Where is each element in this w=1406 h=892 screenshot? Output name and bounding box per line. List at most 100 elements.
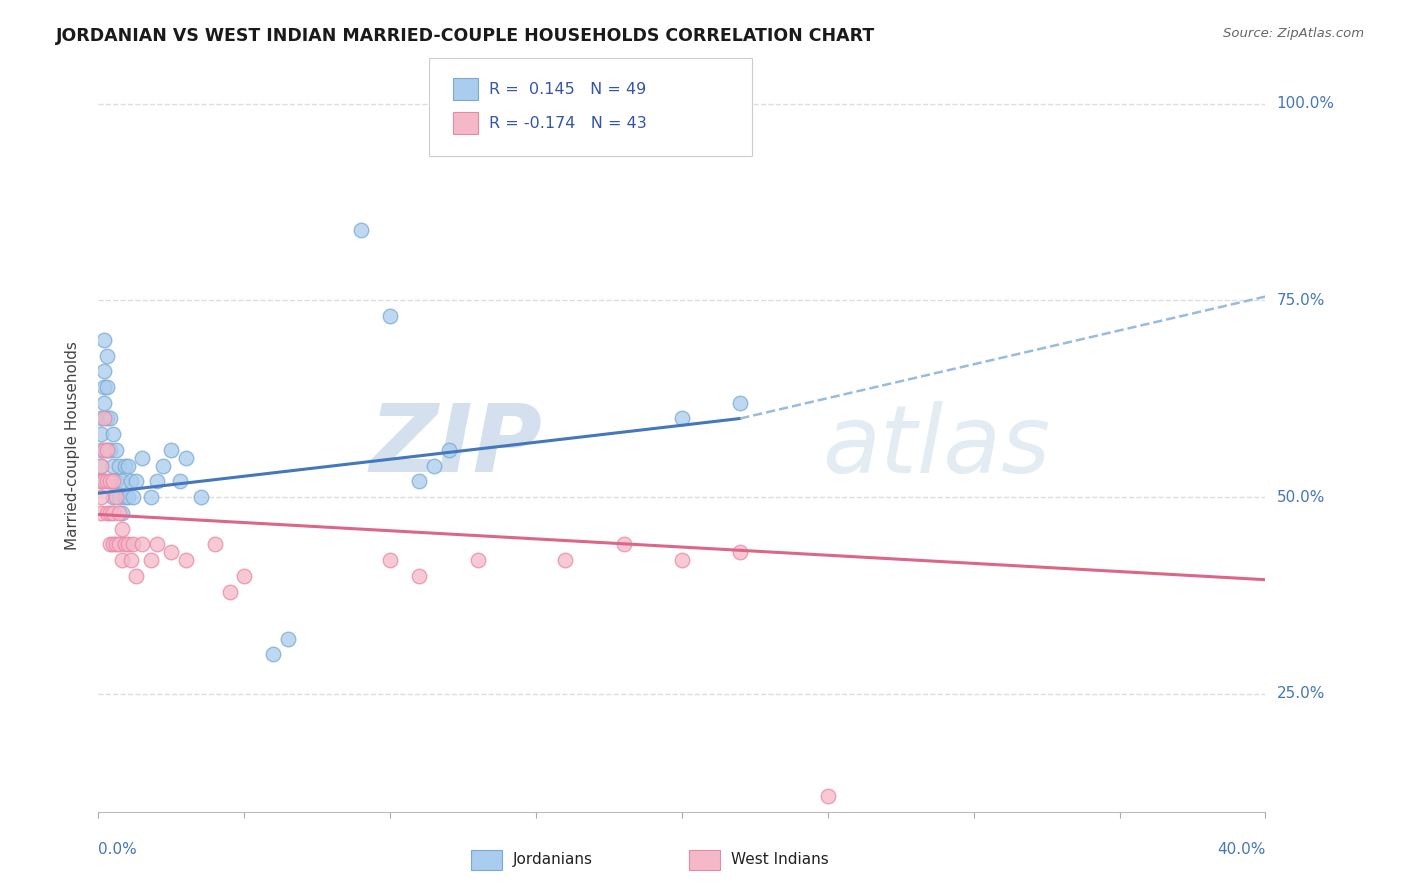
Point <box>93 442 115 457</box>
Point <box>120 475 142 489</box>
Point <box>90 411 112 425</box>
Point <box>98 411 121 425</box>
Point <box>152 458 174 473</box>
Point <box>111 506 134 520</box>
Point <box>90 506 112 520</box>
Point <box>125 568 148 582</box>
Point <box>114 458 136 473</box>
Point <box>169 475 191 489</box>
Point <box>612 537 634 551</box>
Point <box>218 584 240 599</box>
Point <box>104 475 127 489</box>
Point <box>98 442 121 457</box>
Point <box>108 537 131 551</box>
Point <box>146 475 169 489</box>
Point <box>350 223 373 237</box>
Point <box>146 537 169 551</box>
Text: Jordanians: Jordanians <box>513 853 593 867</box>
Point <box>101 506 124 520</box>
Point <box>93 333 115 347</box>
Point <box>408 568 430 582</box>
Point <box>380 310 402 324</box>
Point <box>160 545 183 559</box>
Point <box>190 490 212 504</box>
Point <box>90 458 112 473</box>
Point <box>131 450 153 465</box>
Point <box>101 427 124 442</box>
Point <box>160 442 183 457</box>
Point <box>204 537 226 551</box>
Text: 100.0%: 100.0% <box>1277 96 1334 112</box>
Text: 75.0%: 75.0% <box>1277 293 1324 308</box>
Y-axis label: Married-couple Households: Married-couple Households <box>65 342 80 550</box>
Point <box>93 396 115 410</box>
Point <box>408 475 430 489</box>
Point <box>671 411 693 425</box>
Text: 50.0%: 50.0% <box>1277 490 1324 505</box>
Point <box>174 553 197 567</box>
Point <box>139 490 162 504</box>
Text: 0.0%: 0.0% <box>98 842 138 857</box>
Point <box>111 553 134 567</box>
Point <box>467 553 489 567</box>
Point <box>114 490 136 504</box>
Point <box>111 522 134 536</box>
Text: Source: ZipAtlas.com: Source: ZipAtlas.com <box>1223 27 1364 40</box>
Point <box>104 442 127 457</box>
Point <box>671 553 693 567</box>
Point <box>120 553 142 567</box>
Point <box>730 396 752 410</box>
Point <box>98 475 121 489</box>
Point <box>90 475 112 489</box>
Point <box>96 475 118 489</box>
Point <box>125 475 148 489</box>
Point <box>131 537 153 551</box>
Point <box>96 442 118 457</box>
Point <box>117 537 139 551</box>
Point <box>139 553 162 567</box>
Point <box>90 442 112 457</box>
Point <box>104 490 127 504</box>
Text: JORDANIAN VS WEST INDIAN MARRIED-COUPLE HOUSEHOLDS CORRELATION CHART: JORDANIAN VS WEST INDIAN MARRIED-COUPLE … <box>56 27 876 45</box>
Point <box>117 458 139 473</box>
Point <box>262 648 284 662</box>
Point <box>117 490 139 504</box>
Point <box>90 427 112 442</box>
Point <box>101 475 124 489</box>
Point <box>90 458 112 473</box>
Point <box>101 458 124 473</box>
Point <box>108 490 131 504</box>
Point <box>101 490 124 504</box>
Point <box>122 490 145 504</box>
Point <box>730 545 752 559</box>
Point <box>90 490 112 504</box>
Point <box>104 537 127 551</box>
Text: 40.0%: 40.0% <box>1218 842 1265 857</box>
Text: R = -0.174   N = 43: R = -0.174 N = 43 <box>489 116 647 130</box>
Text: R =  0.145   N = 49: R = 0.145 N = 49 <box>489 82 647 96</box>
Point <box>93 411 115 425</box>
Point <box>108 458 131 473</box>
Point <box>233 568 256 582</box>
Point <box>817 789 839 803</box>
Point <box>174 450 197 465</box>
Point <box>96 349 118 363</box>
Point <box>98 537 121 551</box>
Point <box>114 537 136 551</box>
Point <box>111 475 134 489</box>
Text: atlas: atlas <box>823 401 1050 491</box>
Point <box>96 506 118 520</box>
Point <box>437 442 460 457</box>
Point <box>423 458 446 473</box>
Point <box>93 475 115 489</box>
Point <box>554 553 576 567</box>
Point <box>108 506 131 520</box>
Point <box>90 475 112 489</box>
Point <box>93 380 115 394</box>
Point <box>122 537 145 551</box>
Point <box>98 475 121 489</box>
Point <box>96 442 118 457</box>
Point <box>380 553 402 567</box>
Text: West Indians: West Indians <box>731 853 830 867</box>
Point <box>277 632 299 646</box>
